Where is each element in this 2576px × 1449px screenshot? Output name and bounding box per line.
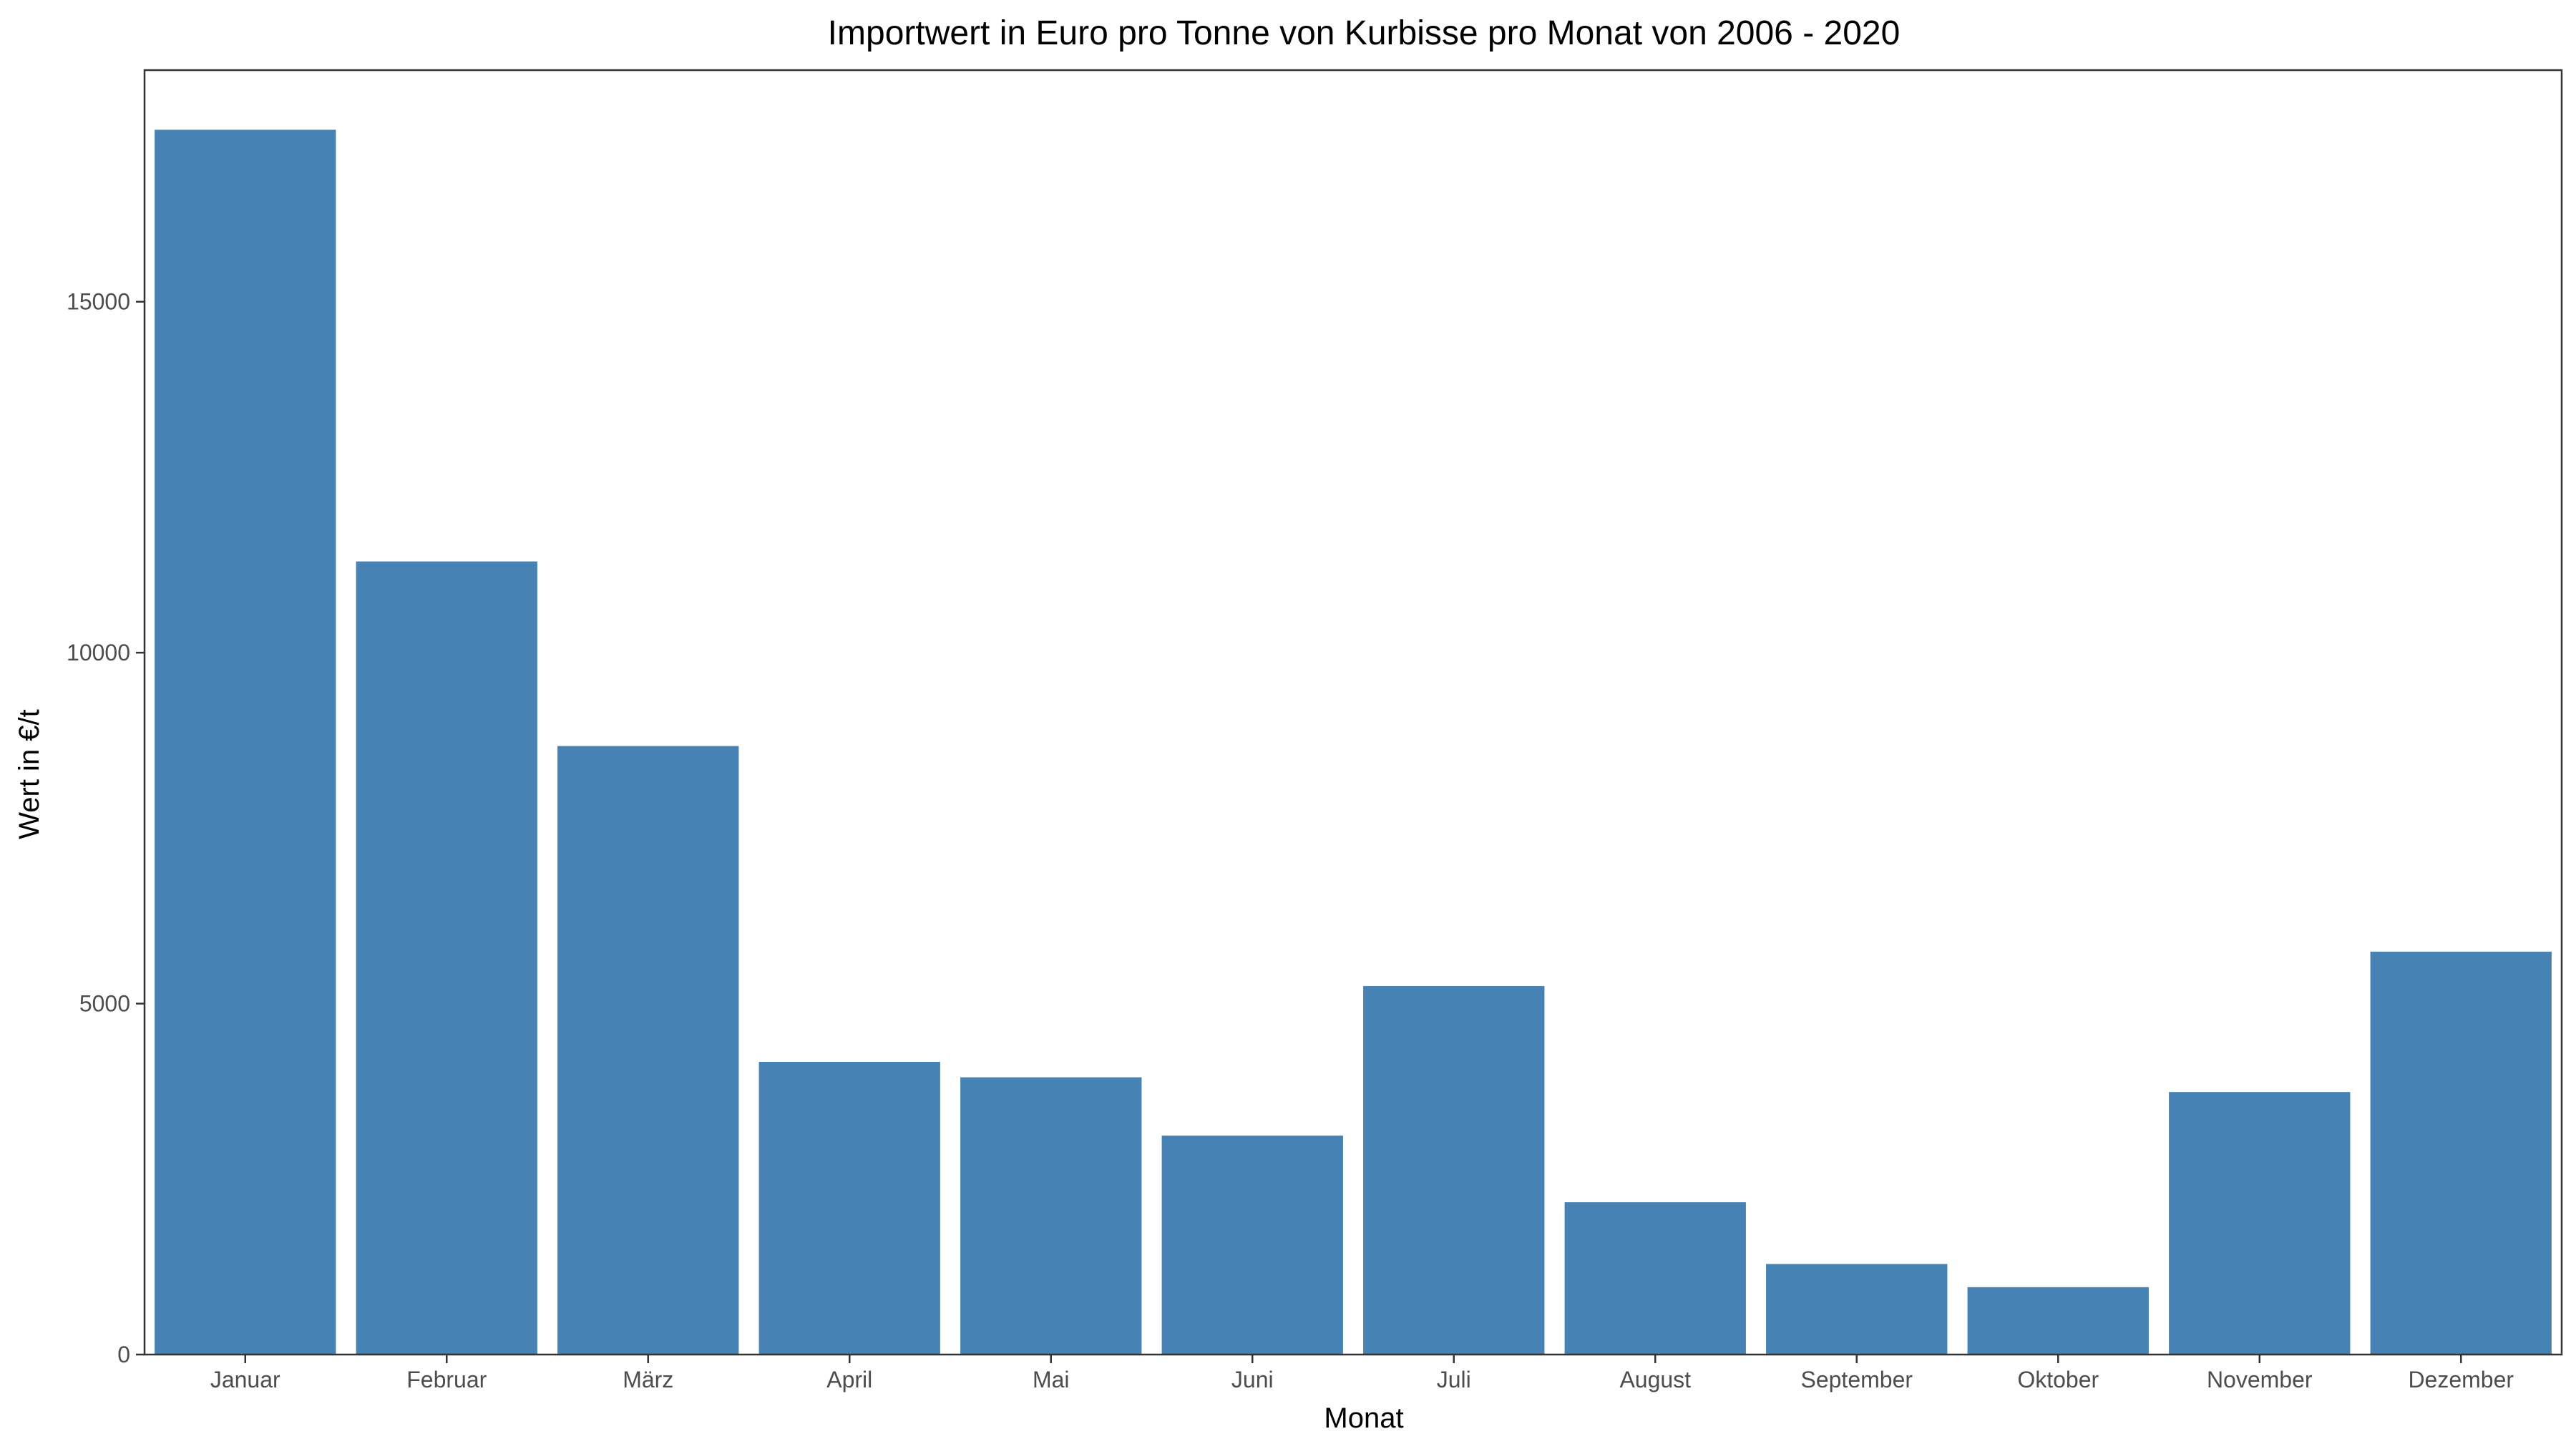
x-tick-label: Juni [1231, 1367, 1274, 1392]
x-tick-label: März [623, 1367, 673, 1392]
bar-september [1766, 1264, 1948, 1355]
bar-juni [1161, 1135, 1343, 1355]
plot-panel-border [143, 69, 2563, 1356]
x-tick-label: Oktober [2017, 1367, 2099, 1392]
y-tick-label: 10000 [67, 640, 130, 665]
x-axis: Januar Februar März April Mai Juni Juli August S… [210, 1355, 2514, 1392]
x-tick-label: Juli [1437, 1367, 1471, 1392]
x-tick-label: November [2207, 1367, 2313, 1392]
bar-januar [155, 130, 336, 1355]
x-tick-label: Dezember [2408, 1367, 2514, 1392]
x-tick-label: Mai [1033, 1367, 1070, 1392]
x-tick-label: April [826, 1367, 872, 1392]
chart-title: Importwert in Euro pro Tonne von Kurbiss… [828, 14, 1901, 52]
y-tick-label: 0 [117, 1342, 130, 1367]
y-tick-label: 15000 [67, 289, 130, 315]
x-tick-label: August [1619, 1367, 1691, 1392]
x-tick-label: Februar [406, 1367, 487, 1392]
bar-märz [557, 746, 739, 1355]
bar-dezember [2370, 951, 2552, 1355]
bar-oktober [1967, 1287, 2149, 1355]
bar-november [2169, 1092, 2351, 1355]
bar-august [1564, 1202, 1746, 1355]
bars [155, 130, 2552, 1355]
y-tick-label: 5000 [79, 991, 130, 1017]
bar-februar [356, 561, 537, 1355]
bar-juli [1363, 986, 1545, 1355]
y-axis-title: Wert in €/t [14, 709, 45, 839]
x-axis-title: Monat [1324, 1402, 1403, 1434]
bar-mai [960, 1077, 1142, 1355]
x-tick-label: Januar [210, 1367, 280, 1392]
y-axis: 0 5000 10000 15000 [67, 289, 145, 1367]
x-tick-label: September [1800, 1367, 1913, 1392]
bar-april [758, 1061, 940, 1355]
